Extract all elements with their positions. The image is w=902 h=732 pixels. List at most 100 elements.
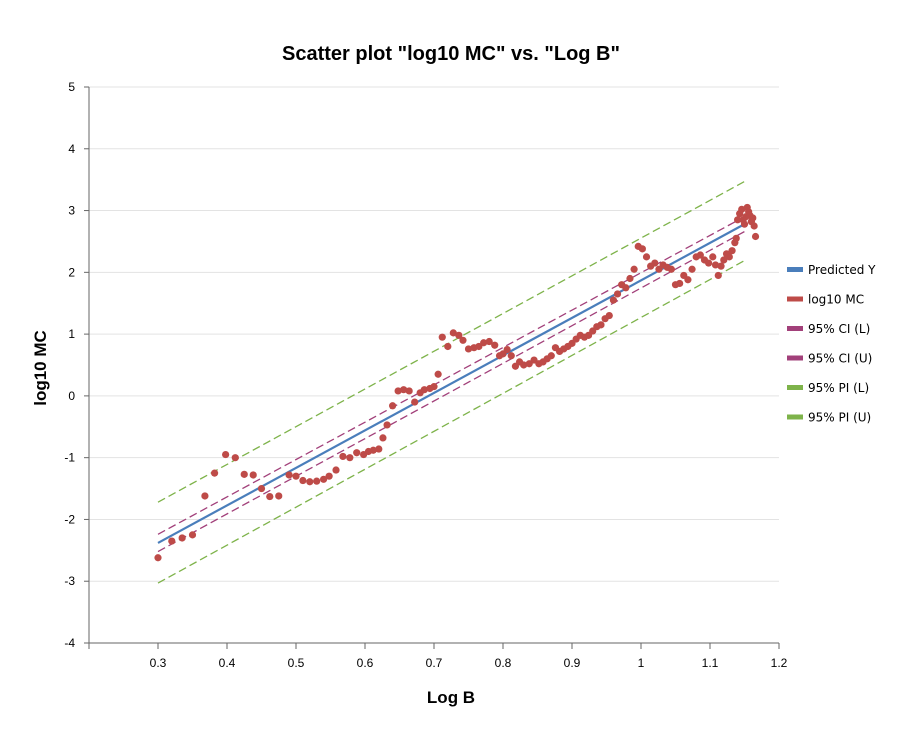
data-point-96 (684, 276, 692, 284)
data-point-38 (430, 383, 438, 391)
legend-label-0: Predicted Y (808, 263, 876, 277)
data-point-1 (168, 537, 176, 545)
data-point-8 (240, 470, 248, 478)
data-point-104 (714, 271, 722, 280)
data-point-19 (325, 472, 333, 480)
data-point-111 (732, 234, 740, 242)
data-point-21 (339, 452, 347, 461)
legend-label-5: 95% PI (U) (808, 411, 871, 425)
data-point-114 (738, 205, 746, 213)
series-line-95-pi-l- (157, 260, 745, 584)
data-point-40 (438, 333, 446, 341)
data-point-78 (609, 296, 618, 304)
data-point-43 (455, 331, 463, 339)
legend-swatch-0 (787, 267, 803, 272)
data-point-41 (444, 342, 452, 351)
data-point-39 (434, 370, 442, 378)
x-tick-label-7: 1 (638, 656, 645, 670)
series-line-95-ci-l- (157, 230, 745, 553)
x-tick-label-2: 0.5 (288, 656, 305, 670)
data-point-97 (688, 265, 696, 273)
data-point-77 (605, 311, 613, 320)
y-tick-label-5: 0 (68, 389, 75, 403)
data-point-32 (400, 386, 408, 394)
data-point-36 (420, 386, 428, 394)
data-point-102 (709, 253, 717, 261)
x-tick-label-3: 0.6 (357, 656, 374, 670)
x-tick-label-9: 1.2 (771, 656, 788, 670)
data-point-86 (642, 253, 651, 261)
data-point-44 (459, 336, 467, 344)
data-point-27 (375, 445, 383, 453)
data-point-23 (353, 449, 361, 457)
data-point-18 (320, 475, 328, 483)
legend: Predicted Y log10 MC 95% CI (L) 95% CI (U) 9… (787, 263, 876, 425)
y-tick-label-9: -4 (64, 636, 75, 650)
data-point-112 (734, 216, 742, 224)
data-points (154, 203, 760, 562)
data-point-99 (696, 251, 704, 259)
y-tick-label-1: 4 (68, 142, 75, 156)
data-point-22 (346, 454, 354, 462)
data-point-2 (178, 534, 186, 542)
y-tick-label-8: -3 (64, 574, 75, 588)
data-point-88 (651, 259, 659, 267)
data-point-16 (306, 478, 314, 486)
data-point-101 (705, 259, 713, 267)
data-point-29 (383, 421, 391, 429)
data-point-5 (210, 469, 219, 477)
data-point-6 (222, 450, 230, 459)
x-tick-label-1: 0.4 (219, 656, 236, 670)
y-tick-label-2: 3 (68, 204, 75, 218)
y-tick-label-4: 1 (68, 327, 75, 341)
axes (84, 86, 780, 649)
data-point-28 (379, 434, 387, 442)
data-point-42 (449, 329, 457, 337)
y-tick-label-6: -1 (64, 451, 75, 465)
data-point-105 (717, 262, 725, 270)
data-point-54 (507, 352, 515, 360)
y-axis-label: log10 MC (31, 330, 50, 406)
data-point-7 (231, 454, 239, 462)
data-point-123 (750, 222, 758, 230)
data-point-124 (751, 232, 760, 241)
x-tick-label-0: 0.3 (150, 656, 167, 670)
series-line-95-ci-u- (157, 216, 745, 535)
y-tick-label-7: -2 (64, 512, 75, 526)
legend-label-2: 95% CI (L) (808, 322, 870, 336)
data-point-81 (622, 284, 630, 292)
data-point-15 (299, 476, 307, 485)
data-point-49 (485, 337, 493, 346)
data-point-53 (503, 345, 511, 354)
data-point-106 (720, 256, 728, 264)
data-point-122 (749, 214, 757, 222)
series-line-predicted-y (157, 223, 746, 544)
x-tick-label-4: 0.7 (426, 656, 443, 670)
legend-swatch-4 (787, 385, 803, 390)
data-point-20 (332, 466, 340, 474)
x-tick-label-5: 0.8 (495, 656, 512, 670)
x-tick-label-8: 1.1 (702, 656, 719, 670)
data-point-63 (547, 352, 555, 360)
data-point-10 (257, 484, 266, 493)
data-point-75 (597, 321, 605, 329)
series-lines (157, 180, 746, 584)
legend-label-3: 95% CI (U) (808, 352, 872, 366)
data-point-11 (266, 492, 274, 501)
legend-label-4: 95% PI (L) (808, 381, 869, 395)
data-point-82 (626, 274, 634, 283)
data-point-48 (480, 339, 488, 347)
data-point-17 (313, 477, 321, 485)
chart-title: Scatter plot "log10 MC" vs. "Log B" (282, 43, 620, 65)
data-point-13 (285, 471, 293, 479)
data-point-79 (613, 290, 622, 298)
y-tick-labels: 5 4 3 2 1 0 -1 -2 -3 -4 (64, 80, 75, 650)
x-tick-labels: 0.3 0.4 0.5 0.6 0.7 0.8 0.9 1 1.1 1.2 (150, 656, 788, 670)
data-point-94 (676, 279, 684, 288)
data-point-50 (491, 341, 499, 349)
data-point-14 (292, 472, 300, 480)
data-point-12 (275, 492, 283, 500)
data-point-83 (630, 265, 638, 273)
series-line-95-pi-u- (157, 180, 745, 503)
